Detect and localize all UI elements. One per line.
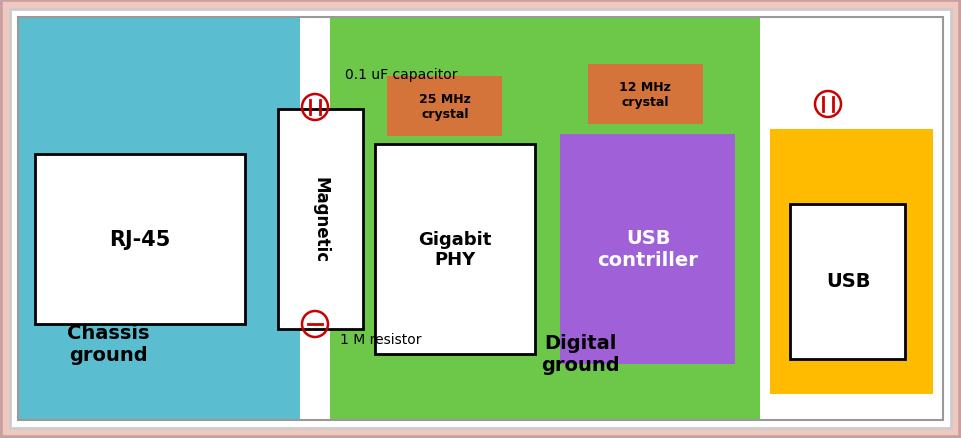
Bar: [300, 18, 330, 420]
Bar: [330, 18, 943, 420]
Text: 25 MHz
crystal: 25 MHz crystal: [419, 93, 471, 121]
Text: RJ-45: RJ-45: [110, 230, 171, 249]
Bar: [560, 135, 735, 364]
Bar: [35, 155, 245, 324]
Text: 0.1 uF capacitor: 0.1 uF capacitor: [345, 68, 457, 82]
Bar: [790, 205, 905, 359]
Bar: [18, 18, 300, 420]
Text: Gigabit
PHY: Gigabit PHY: [418, 230, 492, 269]
Text: Magnetic: Magnetic: [311, 177, 329, 262]
Text: 12 MHz
crystal: 12 MHz crystal: [619, 81, 671, 109]
Bar: [760, 18, 943, 420]
Bar: [588, 65, 703, 125]
Bar: [375, 145, 535, 354]
Text: USB: USB: [825, 272, 871, 291]
Text: Chassis
ground: Chassis ground: [66, 324, 149, 365]
Text: Digital
ground: Digital ground: [541, 334, 619, 374]
Text: USB
contriller: USB contriller: [598, 229, 699, 270]
Bar: [278, 110, 363, 329]
Bar: [770, 130, 933, 394]
Bar: [387, 77, 502, 137]
Text: 1 M resistor: 1 M resistor: [340, 332, 422, 346]
